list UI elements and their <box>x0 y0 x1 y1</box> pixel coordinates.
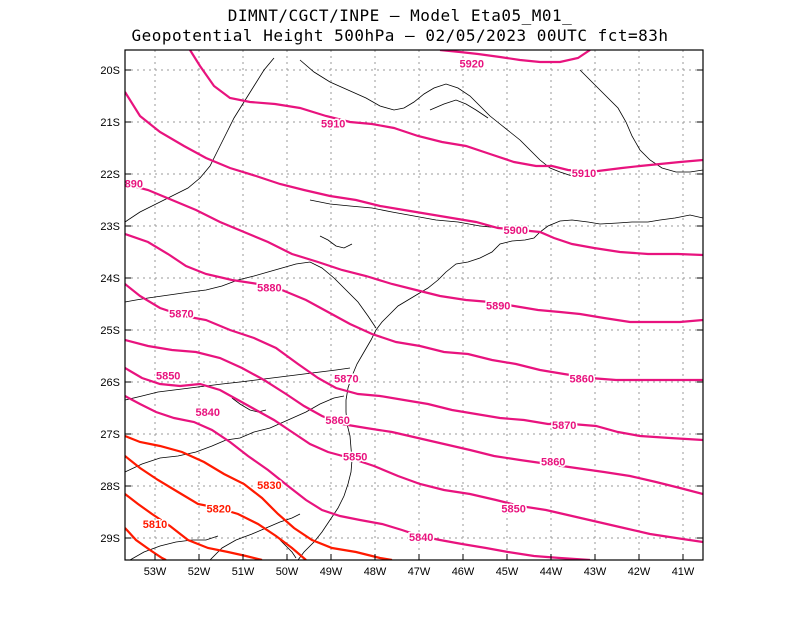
contour-5820 <box>125 455 307 560</box>
lon-label: 52W <box>188 566 211 578</box>
lon-label: 53W <box>144 566 167 578</box>
contour-5850 <box>125 367 703 544</box>
contour-label: 5870 <box>552 420 576 432</box>
contour-label: 5910 <box>572 168 596 180</box>
lon-label: 50W <box>276 566 299 578</box>
contour-5840 <box>125 395 591 560</box>
contour-label: 5840 <box>196 407 220 419</box>
contour-5890 <box>125 182 703 324</box>
contour-5870 <box>125 283 703 442</box>
longitude-labels: 53W 52W 51W 50W 49W 48W 47W 46W 45W 44W … <box>144 566 695 578</box>
lat-label: 27S <box>100 429 120 441</box>
contour-label: 5860 <box>325 415 349 427</box>
contour-5810 <box>125 493 263 560</box>
contour-label: 5810 <box>143 519 167 531</box>
lon-label: 42W <box>628 566 651 578</box>
lon-label: 41W <box>672 566 695 578</box>
lat-label: 28S <box>100 481 120 493</box>
coastline-and-borders <box>125 57 703 560</box>
contour-5910 <box>189 50 703 174</box>
contour-label: 5850 <box>501 503 525 515</box>
lon-label: 46W <box>452 566 475 578</box>
lat-label: 21S <box>100 117 120 129</box>
contour-5920 <box>439 50 591 64</box>
tick-marks <box>125 69 703 560</box>
contour-5800 <box>125 527 167 560</box>
lat-lon-grid <box>125 50 703 560</box>
lat-label: 26S <box>100 377 120 389</box>
contour-label: 5830 <box>257 480 281 492</box>
lat-label: 20S <box>100 65 120 77</box>
lon-label: 45W <box>496 566 519 578</box>
height-contours <box>125 50 703 560</box>
contour-labels: 5920 5910 5910 5890 5900 5880 5890 5870 5850 5870… <box>119 57 598 545</box>
contour-label: 5870 <box>169 308 193 320</box>
latitude-labels: 20S 21S 22S 23S 24S 25S 26S 27S 28S 29S <box>100 65 120 545</box>
map-frame <box>124 49 704 561</box>
lon-label: 47W <box>408 566 431 578</box>
lon-label: 48W <box>364 566 387 578</box>
contour-label: 5850 <box>343 451 367 463</box>
contour-label: 5860 <box>541 457 565 469</box>
contour-label: 5820 <box>207 503 231 515</box>
contour-label: 5840 <box>409 532 433 544</box>
lat-label: 29S <box>100 533 120 545</box>
contour-label: 5910 <box>321 119 345 131</box>
lon-label: 51W <box>232 566 255 578</box>
contour-5830 <box>125 434 393 560</box>
contour-5880 <box>125 232 703 382</box>
contour-label: 5920 <box>460 59 484 71</box>
lon-label: 49W <box>320 566 343 578</box>
contour-5860 <box>125 338 703 496</box>
contour-label: 5850 <box>156 371 180 383</box>
lon-label: 44W <box>540 566 563 578</box>
lat-label: 24S <box>100 273 120 285</box>
contour-5900 <box>125 91 703 257</box>
lat-label: 22S <box>100 169 120 181</box>
contour-label: 5890 <box>486 301 510 313</box>
map-title-line1: DIMNT/CGCT/INPE – Model Eta05_M01_ <box>227 6 573 25</box>
lon-label: 43W <box>584 566 607 578</box>
contour-label: 5880 <box>257 282 281 294</box>
lat-label: 23S <box>100 221 120 233</box>
contour-label: 5890 <box>119 178 143 190</box>
contour-label: 5900 <box>504 225 528 237</box>
map-title-line2: Geopotential Height 500hPa – 02/05/2023 … <box>131 26 669 45</box>
lat-label: 25S <box>100 325 120 337</box>
contour-label: 5870 <box>334 373 358 385</box>
contour-label: 5860 <box>570 373 594 385</box>
